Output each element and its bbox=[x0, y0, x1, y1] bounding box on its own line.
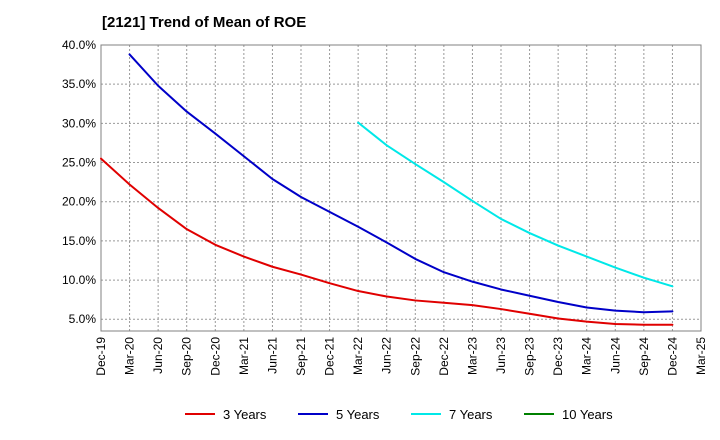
x-tick-label: Mar-23 bbox=[465, 337, 479, 375]
x-tick-label: Jun-20 bbox=[151, 337, 165, 374]
x-tick-label: Sep-24 bbox=[637, 337, 651, 376]
x-tick-label: Sep-23 bbox=[523, 337, 537, 376]
x-tick-label: Mar-24 bbox=[580, 337, 594, 375]
x-tick-label: Dec-21 bbox=[323, 337, 337, 376]
x-tick-label: Dec-23 bbox=[551, 337, 565, 376]
x-tick-label: Jun-22 bbox=[380, 337, 394, 374]
x-tick-label: Dec-20 bbox=[208, 337, 222, 376]
x-tick-label: Mar-21 bbox=[237, 337, 251, 375]
x-tick-label: Sep-21 bbox=[294, 337, 308, 376]
y-tick-label: 25.0% bbox=[62, 156, 96, 170]
x-tick-label: Jun-21 bbox=[265, 337, 279, 374]
x-tick-label: Sep-20 bbox=[180, 337, 194, 376]
x-tick-label: Jun-24 bbox=[608, 337, 622, 374]
x-tick-label: Mar-20 bbox=[123, 337, 137, 375]
x-tick-label: Dec-22 bbox=[437, 337, 451, 376]
x-tick-label: Jun-23 bbox=[494, 337, 508, 374]
chart-title: [2121] Trend of Mean of ROE bbox=[102, 14, 307, 31]
legend-label-7-years: 7 Years bbox=[449, 407, 493, 422]
x-tick-label: Dec-24 bbox=[665, 337, 679, 376]
x-axis: Dec-19 Mar-20 Jun-20 Sep-20 Dec-20 Mar-21 Jun-… bbox=[94, 337, 708, 376]
x-tick-label: Mar-22 bbox=[351, 337, 365, 375]
x-tick-label: Sep-22 bbox=[408, 337, 422, 376]
gridlines bbox=[101, 44, 701, 331]
legend: 3 Years 5 Years 7 Years 10 Years bbox=[185, 407, 613, 422]
series-line-3-years bbox=[100, 157, 674, 326]
y-tick-label: 15.0% bbox=[62, 234, 96, 248]
series-line-5-years bbox=[128, 53, 674, 314]
series-lines bbox=[100, 53, 674, 326]
y-tick-label: 40.0% bbox=[62, 38, 96, 52]
y-tick-label: 20.0% bbox=[62, 195, 96, 209]
legend-label-5-years: 5 Years bbox=[336, 407, 380, 422]
legend-label-10-years: 10 Years bbox=[562, 407, 613, 422]
y-tick-label: 5.0% bbox=[69, 312, 97, 326]
series-line-7-years bbox=[357, 121, 674, 288]
x-tick-label: Mar-25 bbox=[694, 337, 708, 375]
plot-area bbox=[100, 44, 702, 332]
y-axis: 5.0% 10.0% 15.0% 20.0% 25.0% 30.0% 35.0% 40.0% bbox=[62, 38, 96, 326]
y-tick-label: 30.0% bbox=[62, 116, 96, 130]
y-tick-label: 35.0% bbox=[62, 77, 96, 91]
x-tick-label: Dec-19 bbox=[94, 337, 108, 376]
y-tick-label: 10.0% bbox=[62, 273, 96, 287]
legend-label-3-years: 3 Years bbox=[223, 407, 267, 422]
